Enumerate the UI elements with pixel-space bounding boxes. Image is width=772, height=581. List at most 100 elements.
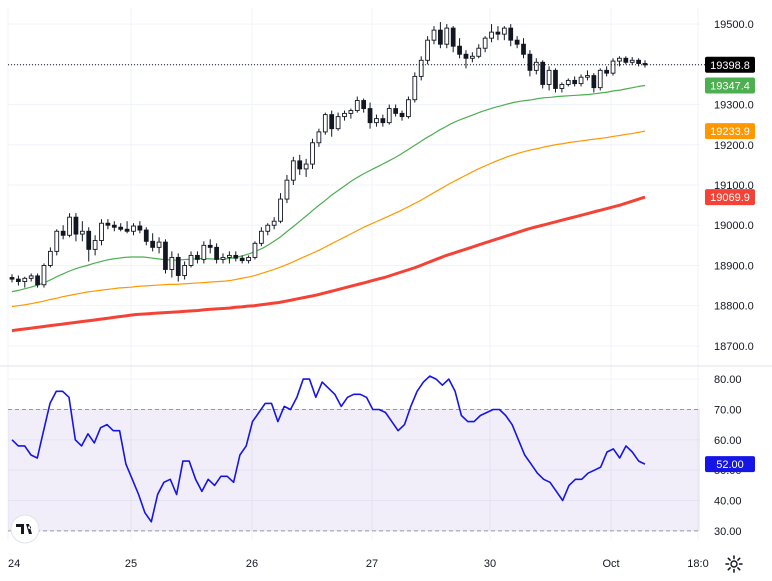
candle — [60, 225, 66, 240]
candle-body-down — [604, 69, 610, 74]
candle-body-down — [521, 43, 526, 55]
time-tick-label: 24 — [8, 558, 20, 570]
candle — [565, 78, 571, 87]
candle-body-up — [28, 275, 34, 279]
candle — [156, 237, 162, 254]
candle — [348, 108, 354, 119]
candle — [201, 241, 207, 264]
candle — [265, 223, 271, 236]
axis-badges: 19398.8 19347.4 19233.9 19069.9 52.00 — [705, 56, 755, 473]
candle — [28, 273, 34, 282]
candle-body-down — [367, 108, 373, 124]
settings-gear-icon[interactable] — [724, 554, 744, 574]
rsi-badge: 52.00 — [705, 456, 755, 473]
candle — [124, 221, 130, 234]
candle — [597, 68, 603, 91]
candle — [137, 221, 143, 234]
candle — [258, 227, 264, 247]
candle — [252, 241, 258, 260]
candle — [175, 253, 181, 282]
price-badge-bg — [705, 56, 755, 73]
candle-body-down — [118, 226, 124, 230]
rsi-tick-label: 70.00 — [714, 404, 742, 416]
candle — [361, 98, 367, 113]
candle — [188, 251, 194, 268]
moving-average-lines — [11, 84, 646, 333]
time-tick-label: 27 — [366, 558, 378, 570]
candle — [572, 76, 578, 87]
candle-body-down — [214, 246, 219, 260]
candle — [431, 26, 437, 45]
candle-body-up — [482, 37, 488, 49]
candle-body-down — [514, 39, 520, 45]
candle — [476, 44, 482, 59]
candle-body-up — [67, 216, 72, 236]
candle-body-down — [73, 216, 79, 235]
tradingview-logo-icon[interactable] — [10, 514, 40, 544]
rsi-band-fill — [8, 409, 700, 531]
candle-body-up — [431, 29, 437, 41]
candle-body-up — [617, 57, 622, 62]
candle-body-down — [399, 112, 405, 118]
candle-body-up — [546, 69, 552, 85]
candle — [73, 213, 79, 242]
candle-body-up — [41, 265, 47, 286]
price-tick-label: 19200.0 — [714, 140, 754, 152]
candle-body-down — [553, 69, 558, 89]
candle — [629, 57, 635, 66]
candle — [297, 154, 303, 175]
candle — [406, 96, 411, 119]
candle — [105, 219, 111, 230]
candle-body-down — [636, 59, 641, 64]
candle-body-up — [501, 27, 507, 35]
rsi-badge-bg — [705, 456, 755, 473]
candle — [380, 114, 386, 127]
candle-body-up — [169, 256, 175, 270]
price-tick-label: 18700.0 — [714, 341, 754, 353]
candle — [342, 110, 347, 121]
candle — [354, 96, 360, 113]
candle — [246, 255, 251, 264]
candle — [227, 251, 232, 264]
candle-body-up — [278, 198, 283, 222]
candle — [79, 221, 85, 242]
candle-body-down — [623, 57, 629, 63]
candle-body-down — [163, 241, 168, 270]
price-tick-label: 18900.0 — [714, 260, 754, 272]
candle — [271, 217, 277, 230]
candle — [99, 219, 104, 246]
candle-body-down — [450, 27, 456, 47]
candle — [54, 229, 60, 256]
candle-body-down — [207, 244, 213, 248]
candlestick-series — [9, 22, 648, 288]
candle-body-up — [406, 99, 411, 118]
candle-body-down — [457, 45, 462, 55]
candle-body-up — [227, 254, 232, 258]
candle-body-up — [629, 59, 635, 63]
candle-body-down — [124, 228, 130, 232]
candle — [303, 158, 309, 177]
candle-body-down — [233, 254, 239, 259]
time-tick-label: 30 — [484, 558, 496, 570]
candle — [335, 112, 341, 131]
time-axis[interactable]: 24 25 26 27 30 Oct 18:0 — [8, 558, 709, 570]
candle-body-down — [463, 53, 469, 59]
price-tick-label: 19500.0 — [714, 19, 754, 31]
candle-body-up — [342, 112, 347, 118]
price-tick-label: 19300.0 — [714, 100, 754, 112]
candle — [86, 227, 92, 262]
ma-badge-text: 19233.9 — [710, 126, 750, 138]
ma-badge-text: 19347.4 — [710, 80, 750, 92]
candle — [16, 275, 21, 286]
ma-badge-text: 19069.9 — [710, 192, 750, 204]
candle — [578, 74, 584, 87]
candle-body-down — [380, 118, 386, 124]
candle — [585, 70, 590, 81]
ma-badge: 19347.4 — [705, 77, 755, 94]
candle — [623, 56, 629, 65]
candle-body-down — [9, 277, 15, 280]
time-tick-label: 25 — [125, 558, 137, 570]
candle-body-up — [92, 240, 98, 250]
candle-body-up — [444, 27, 450, 45]
